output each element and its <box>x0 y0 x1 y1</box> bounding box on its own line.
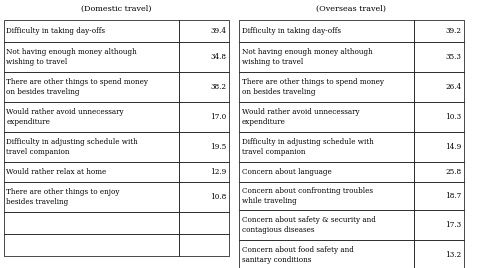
Bar <box>414 132 464 162</box>
Text: 10.3: 10.3 <box>445 113 461 121</box>
Text: 19.5: 19.5 <box>210 143 227 151</box>
Bar <box>414 240 464 268</box>
Text: Would rather avoid unnecessary
expenditure: Would rather avoid unnecessary expenditu… <box>6 108 124 126</box>
Text: 13.2: 13.2 <box>445 251 461 259</box>
Bar <box>4 102 179 132</box>
Bar <box>414 102 464 132</box>
Text: Concern about food safety and
sanitary conditions: Concern about food safety and sanitary c… <box>241 246 353 264</box>
Bar <box>179 132 229 162</box>
Text: Concern about confronting troubles
while traveling: Concern about confronting troubles while… <box>241 187 373 205</box>
Bar <box>179 102 229 132</box>
Bar <box>4 234 179 256</box>
Text: 12.9: 12.9 <box>210 168 227 176</box>
Text: 18.7: 18.7 <box>445 192 461 200</box>
Text: 34.8: 34.8 <box>211 53 227 61</box>
Bar <box>4 212 179 234</box>
Bar <box>414 72 464 102</box>
Text: Would rather avoid unnecessary
expenditure: Would rather avoid unnecessary expenditu… <box>241 108 359 126</box>
Bar <box>414 210 464 240</box>
Text: (Domestic travel): (Domestic travel) <box>81 5 152 13</box>
Text: Difficulty in adjusting schedule with
travel companion: Difficulty in adjusting schedule with tr… <box>6 138 138 156</box>
Text: Concern about language: Concern about language <box>241 168 331 176</box>
Bar <box>239 20 414 42</box>
Bar <box>414 162 464 182</box>
Bar <box>179 234 229 256</box>
Text: 14.9: 14.9 <box>445 143 461 151</box>
Text: There are other things to enjoy
besides traveling: There are other things to enjoy besides … <box>6 188 120 206</box>
Text: Not having enough money although
wishing to travel: Not having enough money although wishing… <box>241 48 372 66</box>
Text: 10.8: 10.8 <box>210 193 227 201</box>
Bar <box>239 132 414 162</box>
Bar <box>4 20 179 42</box>
Bar <box>4 132 179 162</box>
Bar <box>239 182 414 210</box>
Text: Would rather relax at home: Would rather relax at home <box>6 168 107 176</box>
Bar <box>4 72 179 102</box>
Text: Difficulty in taking day-offs: Difficulty in taking day-offs <box>6 27 106 35</box>
Bar <box>179 212 229 234</box>
Text: 38.2: 38.2 <box>211 83 227 91</box>
Bar <box>239 42 414 72</box>
Bar <box>414 20 464 42</box>
Text: Difficulty in adjusting schedule with
travel companion: Difficulty in adjusting schedule with tr… <box>241 138 373 156</box>
Bar <box>4 182 179 212</box>
Bar <box>4 162 179 182</box>
Bar <box>239 210 414 240</box>
Text: 25.8: 25.8 <box>445 168 461 176</box>
Bar <box>239 72 414 102</box>
Bar <box>179 42 229 72</box>
Text: 35.3: 35.3 <box>446 53 461 61</box>
Bar <box>239 240 414 268</box>
Text: There are other things to spend money
on besides traveling: There are other things to spend money on… <box>6 78 148 96</box>
Bar <box>179 20 229 42</box>
Bar <box>4 42 179 72</box>
Text: Concern about safety & security and
contagious diseases: Concern about safety & security and cont… <box>241 216 375 234</box>
Bar <box>179 72 229 102</box>
Text: Not having enough money although
wishing to travel: Not having enough money although wishing… <box>6 48 137 66</box>
Bar <box>179 162 229 182</box>
Text: 39.4: 39.4 <box>211 27 227 35</box>
Text: Difficulty in taking day-offs: Difficulty in taking day-offs <box>241 27 340 35</box>
Bar <box>239 162 414 182</box>
Text: 17.3: 17.3 <box>445 221 461 229</box>
Bar <box>179 182 229 212</box>
Text: There are other things to spend money
on besides traveling: There are other things to spend money on… <box>241 78 384 96</box>
Bar <box>239 102 414 132</box>
Text: 39.2: 39.2 <box>445 27 461 35</box>
Text: 26.4: 26.4 <box>445 83 461 91</box>
Text: 17.0: 17.0 <box>210 113 227 121</box>
Bar <box>414 42 464 72</box>
Text: (Overseas travel): (Overseas travel) <box>317 5 387 13</box>
Bar <box>414 182 464 210</box>
